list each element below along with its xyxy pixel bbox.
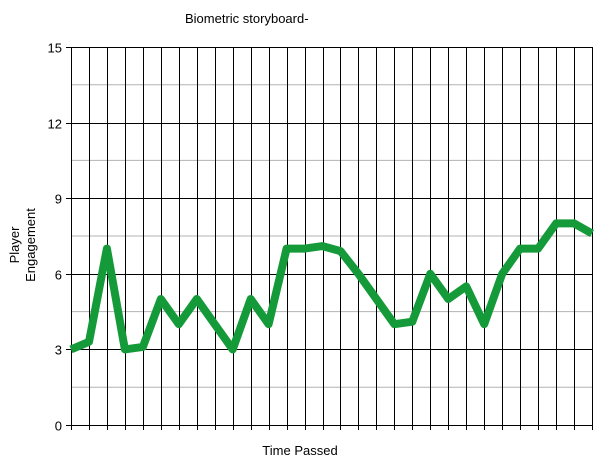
data-point (142, 346, 143, 347)
minor-gridlines (71, 84, 592, 388)
data-point (538, 248, 539, 249)
series-layer (69, 219, 594, 354)
data-point (358, 273, 359, 274)
data-point (448, 299, 449, 300)
data-point (214, 324, 215, 325)
data-point (484, 324, 485, 325)
data-point (250, 299, 251, 300)
data-point (556, 223, 557, 224)
data-point (71, 349, 72, 350)
data-point (196, 299, 197, 300)
y-tick-label: 15 (48, 41, 62, 56)
data-point (412, 321, 413, 322)
y-tick-label: 9 (55, 192, 62, 207)
data-point (232, 349, 233, 350)
data-point (376, 299, 377, 300)
data-point (124, 349, 125, 350)
data-point (574, 223, 575, 224)
x-axis-label: Time Passed (262, 443, 337, 458)
data-point (160, 299, 161, 300)
data-point (268, 324, 269, 325)
series-line (69, 219, 594, 354)
data-point (178, 324, 179, 325)
data-point (88, 341, 89, 342)
data-point (304, 248, 305, 249)
axes (71, 47, 593, 430)
data-point (430, 273, 431, 274)
y-axis-label: Player Engagement (7, 208, 38, 282)
chart-title: Biometric storyboard- (185, 11, 309, 26)
data-point (502, 273, 503, 274)
data-point (286, 248, 287, 249)
data-point (394, 324, 395, 325)
y-tick-label: 6 (55, 268, 62, 283)
y-tick-label: 3 (55, 343, 62, 358)
y-axis-label-line-1: Player (7, 226, 22, 264)
y-tick-labels: 0 3 6 9 12 15 (48, 41, 62, 434)
data-point (322, 246, 323, 247)
data-point (466, 286, 467, 287)
data-point (592, 233, 593, 234)
y-axis-label-line-2: Engagement (23, 208, 38, 282)
y-tick-label: 12 (48, 117, 62, 132)
data-point (520, 248, 521, 249)
data-point (340, 251, 341, 252)
data-point (106, 248, 107, 249)
y-tick-label: 0 (55, 419, 62, 434)
